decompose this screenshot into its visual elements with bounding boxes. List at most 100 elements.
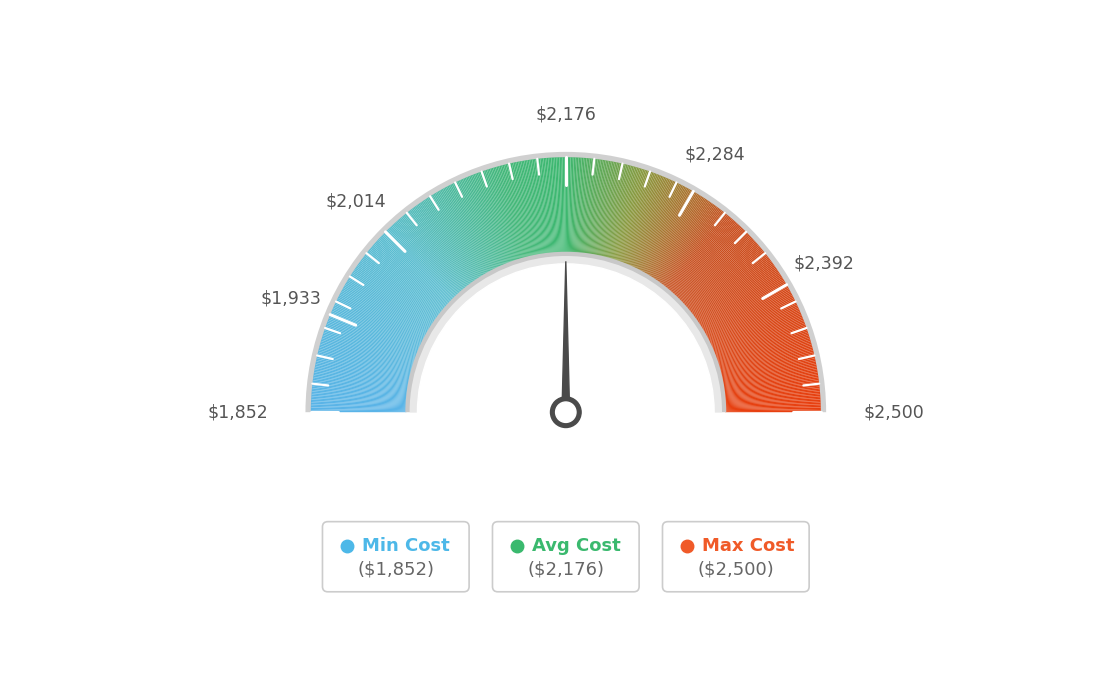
- Wedge shape: [322, 335, 414, 365]
- Wedge shape: [337, 298, 423, 342]
- Wedge shape: [669, 218, 732, 291]
- Wedge shape: [567, 157, 571, 253]
- Wedge shape: [720, 344, 813, 371]
- Wedge shape: [315, 364, 410, 384]
- Text: $2,176: $2,176: [535, 106, 596, 124]
- Wedge shape: [581, 158, 592, 254]
- Wedge shape: [622, 173, 657, 264]
- Wedge shape: [522, 161, 540, 255]
- Wedge shape: [681, 237, 752, 303]
- Text: $2,392: $2,392: [793, 255, 853, 273]
- Wedge shape: [712, 311, 800, 350]
- Wedge shape: [637, 184, 681, 270]
- Wedge shape: [561, 157, 564, 253]
- Wedge shape: [400, 218, 463, 291]
- Wedge shape: [715, 323, 805, 357]
- Wedge shape: [326, 326, 416, 359]
- Wedge shape: [549, 158, 555, 253]
- Wedge shape: [677, 228, 744, 298]
- Wedge shape: [447, 186, 492, 271]
- Wedge shape: [672, 222, 736, 294]
- Wedge shape: [347, 281, 429, 331]
- Wedge shape: [724, 390, 820, 400]
- Wedge shape: [343, 285, 427, 334]
- FancyBboxPatch shape: [322, 522, 469, 592]
- Wedge shape: [692, 257, 769, 316]
- Wedge shape: [699, 272, 779, 325]
- Wedge shape: [463, 178, 502, 266]
- Wedge shape: [315, 368, 408, 385]
- Wedge shape: [684, 241, 756, 306]
- Wedge shape: [545, 158, 554, 253]
- Wedge shape: [542, 158, 552, 253]
- Text: $2,014: $2,014: [325, 193, 385, 211]
- Wedge shape: [374, 242, 447, 307]
- Wedge shape: [679, 232, 747, 300]
- Wedge shape: [619, 172, 652, 262]
- Wedge shape: [493, 167, 521, 259]
- Wedge shape: [433, 193, 484, 276]
- Wedge shape: [346, 282, 428, 332]
- Wedge shape: [378, 239, 449, 304]
- Wedge shape: [679, 233, 749, 301]
- Wedge shape: [630, 179, 671, 267]
- Wedge shape: [687, 246, 761, 309]
- Wedge shape: [649, 195, 700, 277]
- Wedge shape: [711, 308, 799, 348]
- Wedge shape: [426, 198, 479, 279]
- Polygon shape: [562, 262, 570, 419]
- Wedge shape: [713, 315, 803, 353]
- Wedge shape: [337, 299, 423, 342]
- Wedge shape: [563, 157, 565, 253]
- Wedge shape: [317, 353, 411, 377]
- Wedge shape: [357, 265, 436, 321]
- Circle shape: [555, 402, 576, 422]
- Wedge shape: [311, 404, 406, 408]
- Wedge shape: [410, 210, 469, 286]
- Wedge shape: [349, 277, 431, 328]
- Wedge shape: [556, 157, 561, 253]
- Wedge shape: [529, 159, 544, 255]
- Wedge shape: [382, 234, 452, 302]
- Wedge shape: [725, 402, 820, 407]
- Wedge shape: [720, 348, 814, 373]
- Wedge shape: [311, 402, 406, 407]
- Wedge shape: [662, 210, 722, 286]
- Wedge shape: [710, 302, 797, 344]
- Wedge shape: [360, 261, 437, 319]
- Wedge shape: [521, 161, 539, 255]
- Wedge shape: [566, 157, 569, 253]
- Wedge shape: [703, 284, 787, 333]
- Wedge shape: [586, 159, 601, 255]
- Wedge shape: [369, 250, 443, 311]
- Wedge shape: [676, 228, 743, 297]
- Wedge shape: [641, 188, 689, 273]
- Wedge shape: [638, 185, 683, 270]
- Wedge shape: [317, 357, 411, 378]
- Wedge shape: [311, 393, 407, 401]
- Wedge shape: [442, 189, 489, 273]
- Wedge shape: [617, 170, 649, 262]
- Wedge shape: [311, 409, 406, 411]
- Wedge shape: [713, 317, 803, 353]
- Wedge shape: [609, 167, 637, 259]
- Wedge shape: [705, 289, 790, 336]
- Wedge shape: [631, 180, 673, 268]
- Wedge shape: [312, 385, 407, 396]
- Wedge shape: [680, 234, 750, 302]
- Wedge shape: [448, 185, 493, 270]
- Wedge shape: [701, 277, 783, 328]
- Wedge shape: [702, 279, 785, 331]
- Wedge shape: [344, 284, 428, 333]
- Wedge shape: [672, 223, 739, 295]
- Wedge shape: [594, 161, 612, 255]
- Wedge shape: [347, 279, 429, 331]
- Wedge shape: [331, 311, 420, 350]
- Wedge shape: [359, 262, 437, 319]
- Wedge shape: [341, 289, 426, 336]
- Wedge shape: [723, 373, 818, 388]
- Wedge shape: [360, 259, 438, 317]
- Wedge shape: [491, 168, 520, 259]
- Wedge shape: [624, 175, 660, 264]
- Wedge shape: [577, 158, 586, 253]
